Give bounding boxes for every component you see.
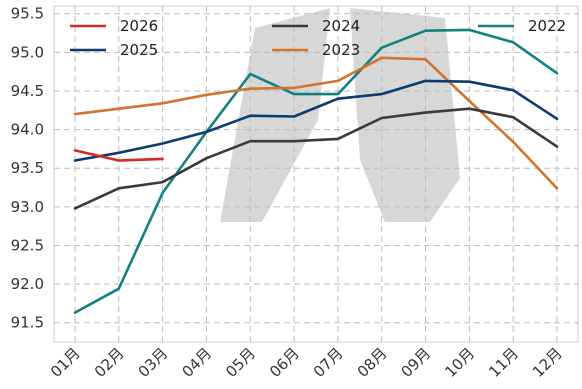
y-tick-label: 92.0 [11,275,44,293]
series-line-2023 [73,56,559,190]
x-tick-label: 12月 [529,344,566,381]
legend-item-2024: 2024 [272,17,360,35]
x-tick-label: 07月 [310,344,347,381]
y-axis-ticks: 91.5 92.0 92.5 93.0 93.5 94.0 94.5 95.0 95.5 [11,5,44,332]
x-tick-label: 09月 [398,344,435,381]
x-axis-ticks: 01月 02月 03月 04月 05月 06月 07月 08月 09月 10月 11月 12月 [47,344,566,381]
x-tick-label: 04月 [178,344,215,381]
y-tick-label: 93.5 [11,159,44,177]
y-tick-label: 91.5 [11,314,44,332]
grid-lines [54,6,578,342]
y-tick-label: 95.5 [11,5,44,23]
y-tick-label: 94.5 [11,82,44,100]
x-tick-label: 06月 [266,344,303,381]
series-line-2024 [73,107,559,210]
x-tick-label: 08月 [354,344,391,381]
series-line-2026 [73,149,164,162]
y-tick-label: 92.5 [11,236,44,254]
y-tick-label: 93.0 [11,198,44,216]
x-tick-label: 05月 [222,344,259,381]
legend-item-2023: 2023 [272,41,360,59]
x-tick-label: 11月 [485,344,522,381]
series-line-2022 [73,28,559,314]
y-tick-label: 94.0 [11,121,44,139]
legend-label: 2024 [322,17,360,35]
x-tick-label: 02月 [91,344,128,381]
legend-item-2026: 2026 [70,17,158,35]
legend-label: 2026 [120,17,158,35]
x-tick-label: 01月 [47,344,84,381]
x-tick-label: 10月 [441,344,478,381]
series-line-2025 [73,79,559,162]
plot-frame [53,5,579,343]
legend-label: 2025 [120,41,158,59]
legend-label: 2022 [528,17,566,35]
legend: 2026 2025 2024 2023 2022 [70,17,566,59]
y-tick-label: 95.0 [11,43,44,61]
series-layer [73,28,559,314]
legend-item-2022: 2022 [478,17,566,35]
x-tick-label: 03月 [135,344,172,381]
legend-item-2025: 2025 [70,41,158,59]
legend-label: 2023 [322,41,360,59]
